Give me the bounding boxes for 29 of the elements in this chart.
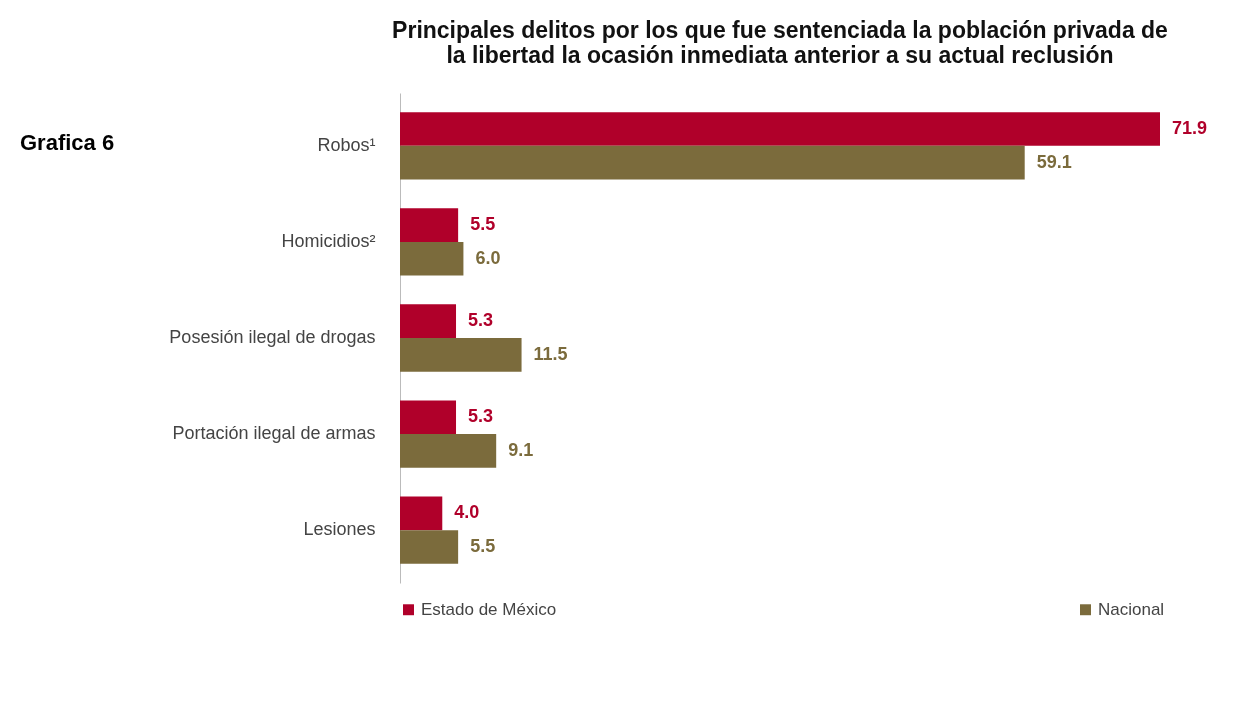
bar xyxy=(400,400,457,435)
data-label: 11.5 xyxy=(533,343,568,364)
bar xyxy=(400,530,459,564)
data-label: 5.3 xyxy=(468,310,494,331)
bar xyxy=(400,241,464,276)
data-label: 59.1 xyxy=(1036,151,1072,172)
data-label: 4.0 xyxy=(454,502,480,523)
bar xyxy=(400,208,459,242)
text: Grafica 6 xyxy=(20,130,115,155)
bar xyxy=(400,496,443,531)
bar xyxy=(400,338,522,372)
y-tick-label: Posesión ilegal de drogas xyxy=(169,327,376,347)
data-label: 9.1 xyxy=(508,439,534,460)
bar xyxy=(400,434,497,468)
y-tick-label: Portación ilegal de armas xyxy=(172,423,376,444)
data-label: 5.5 xyxy=(470,535,496,556)
bar xyxy=(400,112,1160,146)
data-label: 71.9 xyxy=(1172,118,1208,139)
y-tick-label: Lesiones xyxy=(303,519,376,540)
legend-label: Nacional xyxy=(1098,599,1165,619)
data-label: 6.0 xyxy=(475,247,501,268)
legend-label: Estado de México xyxy=(421,599,557,619)
y-tick-label: Robos¹ xyxy=(317,134,376,155)
data-label: 5.5 xyxy=(470,214,496,235)
data-label: 5.3 xyxy=(468,406,494,427)
bar xyxy=(400,145,1025,180)
chart-title: Principales delitos por los que fue sentenciada la población privada de la libertad la ocasión inmediata anterior a su actual reclusión xyxy=(392,17,1168,68)
bar xyxy=(400,304,457,338)
y-tick-label: Homicidios² xyxy=(281,230,376,251)
